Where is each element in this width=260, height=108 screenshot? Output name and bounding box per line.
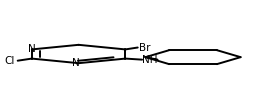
Text: N: N bbox=[72, 58, 80, 68]
Text: Cl: Cl bbox=[4, 56, 15, 66]
Text: N: N bbox=[28, 44, 36, 54]
Text: NH: NH bbox=[142, 55, 158, 65]
Text: Br: Br bbox=[139, 43, 151, 52]
